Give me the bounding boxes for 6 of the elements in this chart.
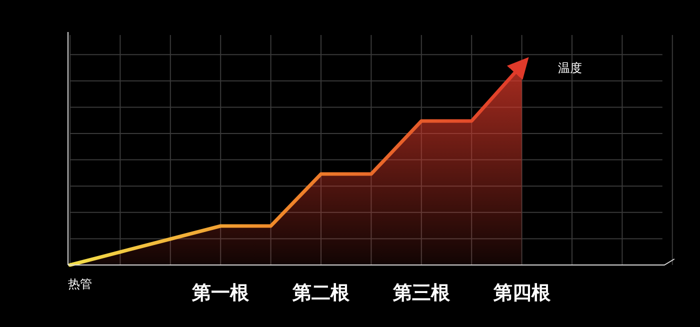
- x-axis-title: 热管: [68, 277, 92, 291]
- x-tick-label: 第二根: [292, 282, 350, 304]
- x-tick-label: 第三根: [392, 282, 451, 304]
- x-tick-label: 第一根: [191, 282, 250, 304]
- x-tick-label: 第四根: [492, 282, 552, 304]
- y-axis-title: 温度: [558, 61, 582, 75]
